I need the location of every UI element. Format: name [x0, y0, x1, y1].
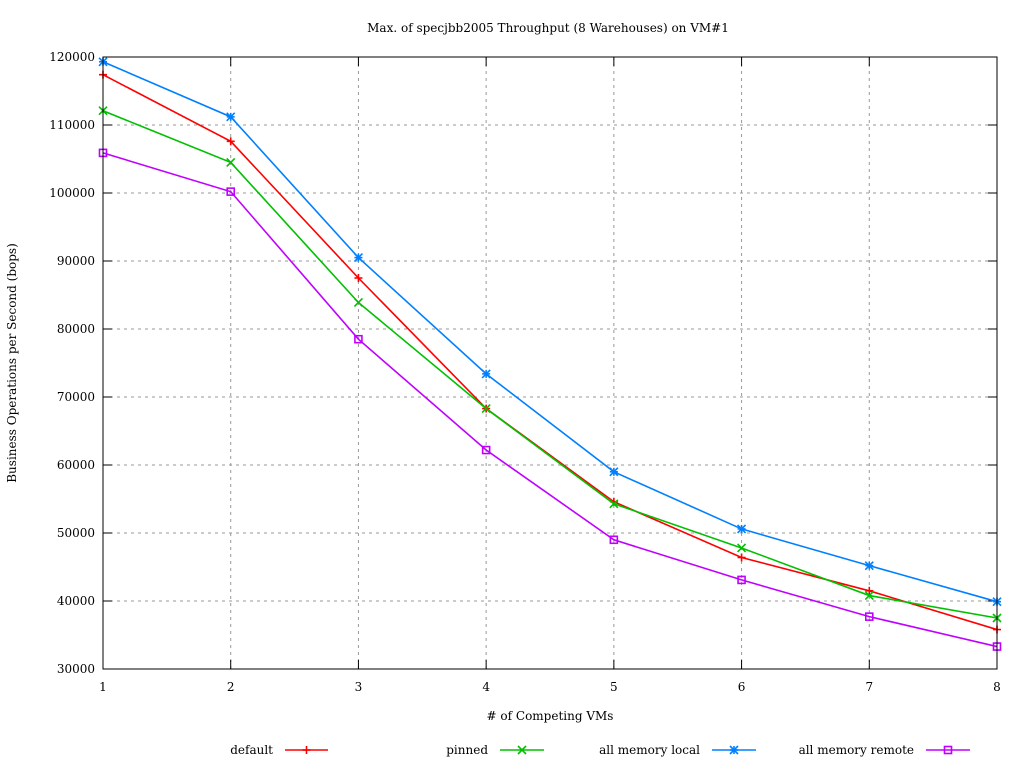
marker-stroke	[609, 499, 619, 509]
marker-stroke	[517, 745, 527, 755]
legend-label: default	[230, 743, 273, 757]
marker-stroke	[226, 187, 236, 196]
series-line	[102, 73, 998, 631]
data-point-square	[354, 334, 363, 344]
data-point-plus	[865, 586, 874, 595]
legend: default pinned all memory local all memory …	[230, 743, 970, 757]
data-point-square	[481, 445, 491, 455]
x-tick-label: 5	[610, 680, 618, 694]
series-all-memory-remote	[98, 148, 1002, 651]
marker-stroke	[864, 561, 874, 571]
marker-stroke	[481, 369, 491, 379]
data-point-star	[729, 745, 739, 755]
data-point-star	[609, 467, 619, 477]
y-tick-label: 70000	[57, 390, 95, 404]
y-tick-label: 100000	[49, 186, 95, 200]
y-tick-label: 60000	[57, 458, 95, 472]
data-point-square	[943, 745, 953, 755]
data-point-plus	[226, 137, 235, 146]
x-tick-label: 2	[227, 680, 235, 694]
data-point-plus	[302, 746, 311, 754]
x-tick-label: 1	[99, 680, 107, 694]
x-tick-label: 3	[355, 680, 363, 694]
marker-stroke	[609, 467, 619, 477]
legend-label: pinned	[446, 743, 488, 757]
marker-stroke	[353, 297, 363, 308]
data-point-square	[609, 535, 619, 545]
marker-stroke	[481, 445, 491, 455]
data-point-cross	[481, 403, 491, 414]
series-line	[102, 152, 998, 648]
y-tick-label: 50000	[57, 526, 95, 540]
y-axis-label: Business Operations per Second (bops)	[5, 243, 19, 483]
data-point-star	[737, 524, 747, 534]
data-point-plus	[737, 553, 746, 562]
data-point-cross	[517, 745, 527, 755]
marker-stroke	[609, 535, 619, 545]
series-group	[98, 57, 1002, 651]
marker-stroke	[729, 745, 739, 755]
marker-stroke	[864, 612, 874, 621]
data-point-star	[353, 253, 363, 263]
x-tick-label: 4	[482, 680, 490, 694]
series-default	[99, 70, 1001, 634]
x-tick-label: 7	[865, 680, 873, 694]
marker-stroke	[864, 590, 874, 601]
marker-stroke	[353, 253, 363, 263]
y-tick-label: 40000	[57, 594, 95, 608]
data-point-star	[481, 369, 491, 379]
plot-frame	[102, 56, 998, 670]
legend-label: all memory remote	[799, 743, 914, 757]
data-point-square	[864, 612, 874, 621]
y-tick-label: 30000	[57, 662, 95, 676]
x-axis-label: # of Competing VMs	[487, 709, 614, 723]
series-line	[102, 61, 998, 603]
marker-stroke	[943, 745, 953, 755]
marker-stroke	[226, 112, 236, 122]
data-point-cross	[353, 297, 363, 308]
legend-label: all memory local	[599, 743, 700, 757]
y-tick-label: 110000	[49, 118, 95, 132]
series-line	[102, 109, 998, 619]
marker-stroke	[737, 524, 747, 534]
axis-ticks: 30000 40000 50000 60000 70000 80000 90000 10000…	[49, 50, 1001, 694]
marker-stroke	[737, 543, 747, 553]
series-pinned	[98, 106, 1002, 623]
grid	[103, 57, 997, 669]
series-all-memory-local	[98, 57, 1002, 607]
marker-stroke	[481, 403, 491, 414]
data-point-plus	[354, 274, 363, 282]
data-point-star	[226, 112, 236, 122]
marker-stroke	[354, 334, 363, 344]
chart-title: Max. of specjbb2005 Throughput (8 Wareho…	[367, 21, 729, 35]
y-tick-label: 120000	[49, 50, 95, 64]
x-tick-label: 8	[993, 680, 1001, 694]
marker-stroke	[226, 157, 236, 167]
y-tick-label: 90000	[57, 254, 95, 268]
marker-stroke	[737, 575, 746, 585]
data-point-cross	[737, 543, 747, 553]
data-point-square	[226, 187, 236, 196]
data-point-cross	[864, 590, 874, 601]
x-tick-label: 6	[738, 680, 746, 694]
data-point-cross	[226, 157, 236, 167]
data-point-cross	[609, 499, 619, 509]
y-tick-label: 80000	[57, 322, 95, 336]
data-point-square	[737, 575, 746, 585]
data-point-star	[864, 561, 874, 571]
